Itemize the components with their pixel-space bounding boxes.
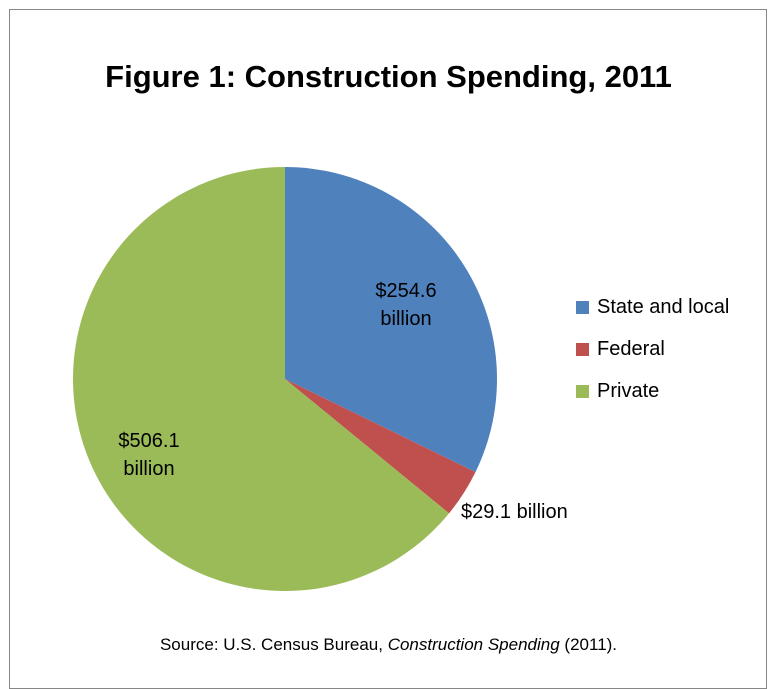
source-italic-title: Construction Spending bbox=[387, 635, 560, 654]
data-label-state-and-local-line-1: $254.6 bbox=[375, 280, 437, 302]
legend-swatch-state-and-local bbox=[576, 300, 589, 314]
legend-label-state-and-local: State and local bbox=[597, 295, 730, 318]
data-label-state-and-local-line-2: billion bbox=[380, 308, 432, 330]
legend-item-state-and-local: State and local bbox=[576, 286, 766, 328]
legend-label-federal: Federal bbox=[597, 337, 665, 360]
legend-item-private: Private bbox=[576, 370, 766, 412]
data-label-private-line-1: $506.1 bbox=[118, 430, 180, 452]
data-label-state-and-local: $254.6 billion bbox=[346, 277, 466, 333]
source-note: Source: U.S. Census Bureau, Construction… bbox=[0, 634, 777, 656]
legend-swatch-federal bbox=[576, 342, 589, 356]
chart-title: Figure 1: Construction Spending, 2011 bbox=[105, 59, 672, 94]
pie-slice-private bbox=[73, 167, 450, 591]
data-label-private: $506.1 billion bbox=[89, 427, 209, 483]
pie-slice-federal bbox=[285, 379, 476, 514]
data-label-federal-line-1: $29.1 billion bbox=[461, 501, 568, 523]
source-prefix: Source: U.S. Census Bureau, bbox=[159, 635, 388, 654]
source-suffix: (2011). bbox=[559, 635, 618, 654]
legend-swatch-private bbox=[576, 384, 589, 398]
data-label-private-line-2: billion bbox=[123, 458, 175, 480]
pie-slice-state-and-local bbox=[285, 167, 497, 473]
legend: State and local Federal Private bbox=[576, 286, 766, 412]
pie-chart bbox=[73, 167, 497, 591]
data-label-federal: $29.1 billion bbox=[461, 498, 631, 526]
legend-item-federal: Federal bbox=[576, 328, 766, 370]
legend-label-private: Private bbox=[597, 379, 660, 402]
